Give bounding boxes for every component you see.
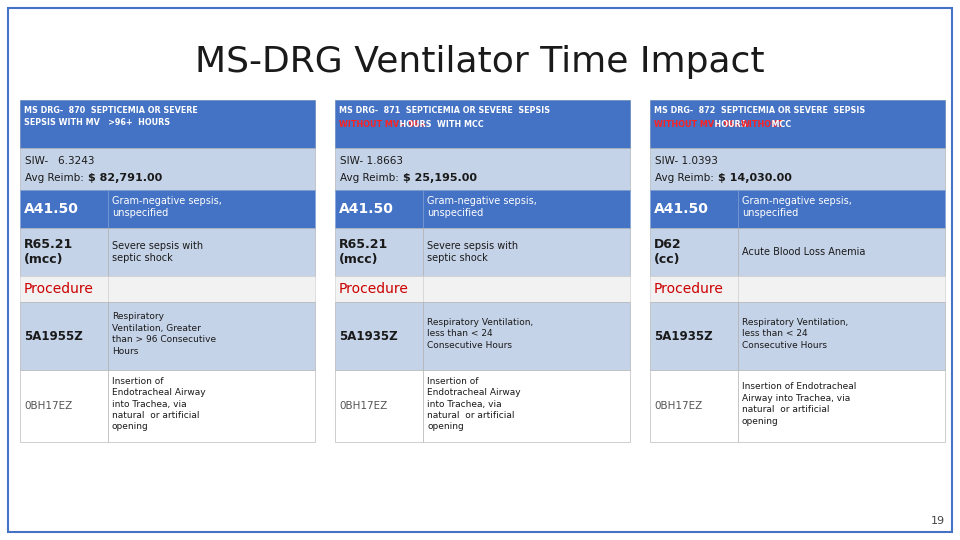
Bar bbox=[335, 370, 423, 442]
Text: WITHOUT: WITHOUT bbox=[741, 120, 784, 129]
Text: SIW- 1.8663: SIW- 1.8663 bbox=[340, 156, 403, 166]
Text: Acute Blood Loss Anemia: Acute Blood Loss Anemia bbox=[742, 247, 865, 257]
Bar bbox=[423, 370, 630, 442]
Text: 5A1955Z: 5A1955Z bbox=[24, 329, 83, 342]
Text: D62
(cc): D62 (cc) bbox=[654, 238, 682, 266]
Bar bbox=[335, 100, 630, 148]
Text: Insertion of
Endotracheal Airway
into Trachea, via
natural  or artificial
openin: Insertion of Endotracheal Airway into Tr… bbox=[112, 376, 205, 431]
Text: MCC: MCC bbox=[766, 120, 791, 129]
Text: A41.50: A41.50 bbox=[339, 202, 394, 216]
Bar bbox=[108, 276, 315, 302]
Text: Avg Reimb:: Avg Reimb: bbox=[340, 173, 398, 183]
Bar bbox=[20, 370, 108, 442]
Text: R65.21
(mcc): R65.21 (mcc) bbox=[24, 238, 73, 266]
Bar bbox=[20, 276, 108, 302]
Text: $ 82,791.00: $ 82,791.00 bbox=[88, 173, 162, 183]
Text: Respiratory Ventilation,
less than < 24
Consecutive Hours: Respiratory Ventilation, less than < 24 … bbox=[427, 318, 533, 350]
Bar bbox=[20, 228, 108, 276]
Bar bbox=[335, 302, 423, 370]
Text: $ 25,195.00: $ 25,195.00 bbox=[403, 173, 477, 183]
Bar bbox=[20, 148, 315, 190]
Bar bbox=[108, 228, 315, 276]
Text: Severe sepsis with
septic shock: Severe sepsis with septic shock bbox=[427, 241, 518, 263]
Text: MS DRG-  871  SEPTICEMIA OR SEVERE  SEPSIS: MS DRG- 871 SEPTICEMIA OR SEVERE SEPSIS bbox=[339, 106, 550, 115]
Bar bbox=[335, 276, 423, 302]
Text: MS-DRG Ventilator Time Impact: MS-DRG Ventilator Time Impact bbox=[195, 45, 765, 79]
Text: 5A1935Z: 5A1935Z bbox=[339, 329, 397, 342]
Text: MS DRG-  870  SEPTICEMIA OR SEVERE: MS DRG- 870 SEPTICEMIA OR SEVERE bbox=[24, 106, 198, 115]
Bar bbox=[108, 370, 315, 442]
Bar bbox=[738, 190, 945, 228]
Bar bbox=[423, 228, 630, 276]
Text: 0BH17EZ: 0BH17EZ bbox=[654, 401, 703, 411]
Bar bbox=[108, 302, 315, 370]
Bar bbox=[650, 276, 738, 302]
Bar bbox=[650, 302, 738, 370]
Text: Insertion of
Endotracheal Airway
into Trachea, via
natural  or artificial
openin: Insertion of Endotracheal Airway into Tr… bbox=[427, 376, 520, 431]
Bar bbox=[423, 302, 630, 370]
Text: A41.50: A41.50 bbox=[654, 202, 708, 216]
Text: Gram-negative sepsis,
unspecified: Gram-negative sepsis, unspecified bbox=[742, 196, 852, 218]
Text: 0BH17EZ: 0BH17EZ bbox=[24, 401, 72, 411]
Text: WITHOUT MV> 96+: WITHOUT MV> 96+ bbox=[654, 120, 741, 129]
Bar bbox=[650, 190, 738, 228]
Bar bbox=[335, 190, 423, 228]
Text: Gram-negative sepsis,
unspecified: Gram-negative sepsis, unspecified bbox=[112, 196, 222, 218]
Text: HOURS  WITH MCC: HOURS WITH MCC bbox=[395, 120, 484, 129]
Text: WITHOUT MV> 96+: WITHOUT MV> 96+ bbox=[339, 120, 426, 129]
Bar bbox=[650, 100, 945, 148]
Bar bbox=[335, 148, 630, 190]
Text: Severe sepsis with
septic shock: Severe sepsis with septic shock bbox=[112, 241, 204, 263]
Bar bbox=[738, 302, 945, 370]
Bar bbox=[650, 148, 945, 190]
Text: HOURS: HOURS bbox=[709, 120, 753, 129]
Bar bbox=[650, 228, 738, 276]
Text: Avg Reimb:: Avg Reimb: bbox=[655, 173, 714, 183]
Bar bbox=[738, 228, 945, 276]
Text: SIW-   6.3243: SIW- 6.3243 bbox=[25, 156, 94, 166]
Text: Respiratory
Ventilation, Greater
than > 96 Consecutive
Hours: Respiratory Ventilation, Greater than > … bbox=[112, 312, 216, 356]
Text: MS DRG-  872  SEPTICEMIA OR SEVERE  SEPSIS: MS DRG- 872 SEPTICEMIA OR SEVERE SEPSIS bbox=[654, 106, 865, 115]
Text: 5A1935Z: 5A1935Z bbox=[654, 329, 712, 342]
Text: Procedure: Procedure bbox=[339, 282, 409, 296]
Bar bbox=[650, 370, 738, 442]
Bar bbox=[738, 276, 945, 302]
Bar bbox=[108, 190, 315, 228]
Text: 0BH17EZ: 0BH17EZ bbox=[339, 401, 387, 411]
Text: Gram-negative sepsis,
unspecified: Gram-negative sepsis, unspecified bbox=[427, 196, 537, 218]
Text: 19: 19 bbox=[931, 516, 945, 526]
Text: SIW- 1.0393: SIW- 1.0393 bbox=[655, 156, 718, 166]
Text: Respiratory Ventilation,
less than < 24
Consecutive Hours: Respiratory Ventilation, less than < 24 … bbox=[742, 318, 849, 350]
Bar bbox=[20, 190, 108, 228]
Bar bbox=[423, 276, 630, 302]
Text: $ 14,030.00: $ 14,030.00 bbox=[718, 173, 792, 183]
Text: SEPSIS WITH MV   >96+  HOURS: SEPSIS WITH MV >96+ HOURS bbox=[24, 118, 170, 127]
Text: Avg Reimb:: Avg Reimb: bbox=[25, 173, 84, 183]
Bar bbox=[423, 190, 630, 228]
Text: Procedure: Procedure bbox=[24, 282, 94, 296]
Text: R65.21
(mcc): R65.21 (mcc) bbox=[339, 238, 388, 266]
Text: Insertion of Endotracheal
Airway into Trachea, via
natural  or artificial
openin: Insertion of Endotracheal Airway into Tr… bbox=[742, 382, 856, 426]
Bar bbox=[738, 370, 945, 442]
Bar bbox=[20, 302, 108, 370]
Bar bbox=[20, 100, 315, 148]
Bar bbox=[335, 228, 423, 276]
Text: A41.50: A41.50 bbox=[24, 202, 79, 216]
Text: Procedure: Procedure bbox=[654, 282, 724, 296]
